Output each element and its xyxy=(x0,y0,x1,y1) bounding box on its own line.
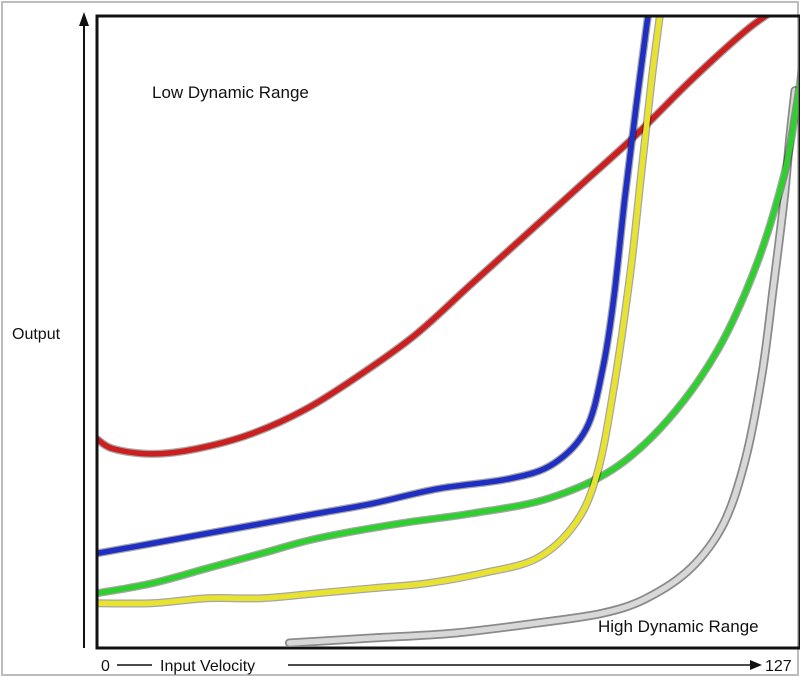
x-axis-end-label: 127 xyxy=(765,658,792,675)
y-axis-arrowhead xyxy=(79,12,89,26)
series-0-curve xyxy=(98,17,769,457)
high-dynamic-range-annotation: High Dynamic Range xyxy=(598,617,759,636)
series-2-outline xyxy=(98,68,798,598)
series-4-curve xyxy=(286,87,798,646)
series-1-curve xyxy=(98,17,651,557)
x-axis-label: Input Velocity xyxy=(160,658,255,675)
low-dynamic-range-annotation: Low Dynamic Range xyxy=(152,83,309,102)
series-3-curve xyxy=(98,17,663,607)
x-axis-start-label: 0 xyxy=(101,658,110,675)
series-0-outline xyxy=(98,17,772,458)
series-2-curve xyxy=(98,77,798,596)
x-axis-arrowhead xyxy=(750,660,762,670)
y-axis-label: Output xyxy=(12,326,61,343)
series-layer xyxy=(98,17,798,646)
plot-box xyxy=(95,14,800,650)
